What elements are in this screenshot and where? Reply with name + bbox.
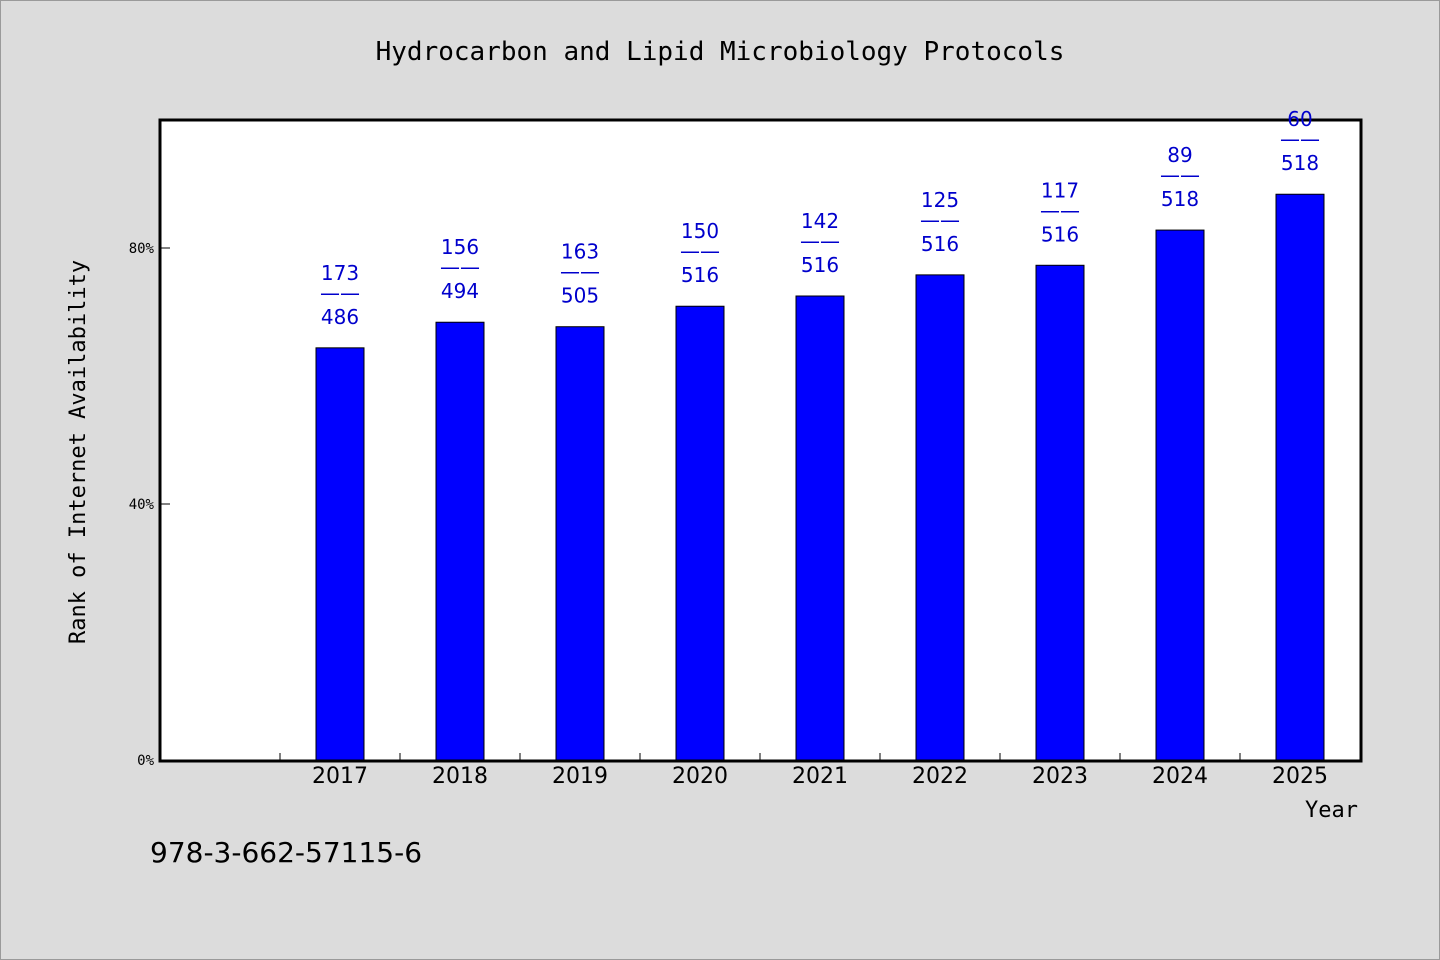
y-tick-label: 80%	[129, 241, 155, 257]
bar	[1035, 264, 1085, 761]
data-label-separator: ——	[1040, 198, 1080, 222]
data-label-top: 163	[561, 240, 599, 264]
data-label-bottom: 516	[801, 253, 839, 277]
data-label-bottom: 516	[1041, 222, 1079, 246]
x-tick-label: 2021	[792, 764, 848, 789]
x-tick-label: 2018	[432, 764, 488, 789]
x-tick-label: 2019	[552, 764, 608, 789]
bar	[675, 305, 725, 761]
data-label-bottom: 518	[1161, 187, 1199, 211]
x-tick-label: 2020	[672, 764, 728, 789]
bar	[795, 295, 845, 761]
x-tick-label: 2025	[1272, 764, 1328, 789]
x-axis-label: Year	[1305, 798, 1358, 823]
data-label-separator: ——	[1160, 163, 1200, 187]
data-label-bottom: 516	[681, 263, 719, 287]
data-label-top: 89	[1167, 143, 1192, 167]
chart-title: Hydrocarbon and Lipid Microbiology Proto…	[376, 37, 1065, 67]
y-axis-label: Rank of Internet Availability	[66, 260, 91, 644]
data-label-top: 156	[441, 235, 479, 259]
data-label-top: 142	[801, 209, 839, 233]
bar	[315, 347, 365, 761]
data-label-top: 150	[681, 219, 719, 243]
y-tick-label: 0%	[137, 753, 154, 769]
data-label-bottom: 518	[1281, 151, 1319, 175]
data-label-separator: ——	[680, 239, 720, 263]
data-label-separator: ——	[800, 229, 840, 253]
data-label-bottom: 494	[441, 279, 479, 303]
data-label-separator: ——	[320, 281, 360, 305]
data-label-bottom: 516	[921, 232, 959, 256]
data-label-bottom: 486	[321, 305, 359, 329]
bar	[555, 326, 605, 761]
data-label-bottom: 505	[561, 284, 599, 308]
bar	[1155, 229, 1205, 761]
y-tick-label: 40%	[129, 497, 155, 513]
x-tick-label: 2023	[1032, 764, 1088, 789]
bar	[1275, 193, 1325, 761]
data-label-top: 173	[321, 261, 359, 285]
data-label-top: 60	[1287, 107, 1312, 131]
data-label-separator: ——	[920, 208, 960, 232]
bar	[915, 274, 965, 761]
data-label-separator: ——	[1280, 127, 1320, 151]
data-label-separator: ——	[440, 255, 480, 279]
isbn-text: 978-3-662-57115-6	[150, 836, 423, 869]
data-label-top: 117	[1041, 178, 1079, 202]
data-label-top: 125	[921, 188, 959, 212]
x-tick-label: 2022	[912, 764, 968, 789]
x-tick-label: 2017	[312, 764, 368, 789]
x-tick-label: 2024	[1152, 764, 1208, 789]
bar	[435, 321, 485, 761]
data-label-separator: ——	[560, 260, 600, 284]
